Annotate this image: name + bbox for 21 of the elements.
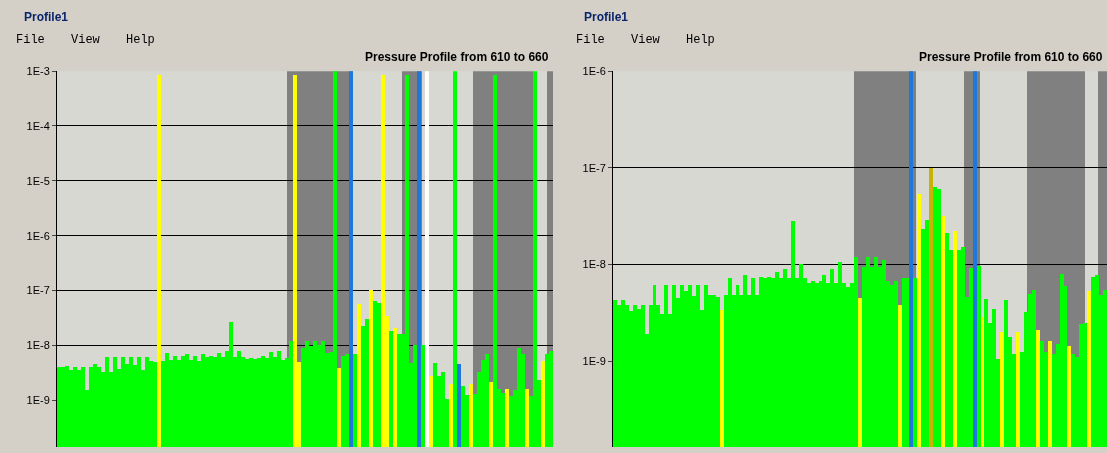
y-tick-label: 1E-8 — [582, 258, 606, 271]
y-tick-label: 1E-9 — [26, 394, 50, 407]
text: File — [16, 33, 45, 47]
text: Help — [126, 33, 155, 47]
y-tick-label: 1E-7 — [582, 161, 606, 174]
y-tick-label: 1E-7 — [26, 284, 50, 297]
text: Help — [686, 33, 715, 47]
y-tick-label: 1E-8 — [26, 339, 50, 352]
chart-title: Pressure Profile from 610 to 660 — [365, 50, 549, 64]
chart-title: Pressure Profile from 610 to 660 — [919, 50, 1103, 64]
y-tick-label: 1E-4 — [26, 119, 50, 132]
y-tick-label: 1E-3 — [26, 64, 50, 77]
y-tick-label: 1E-6 — [26, 229, 50, 242]
y-tick-label: 1E-6 — [582, 64, 606, 77]
text: Profile1 — [24, 10, 69, 24]
text: View — [631, 33, 661, 47]
text: Profile1 — [584, 10, 629, 24]
text: View — [71, 33, 101, 47]
y-tick-label: 1E-5 — [26, 174, 50, 187]
text: File — [576, 33, 605, 47]
y-tick-label: 1E-9 — [582, 355, 606, 368]
